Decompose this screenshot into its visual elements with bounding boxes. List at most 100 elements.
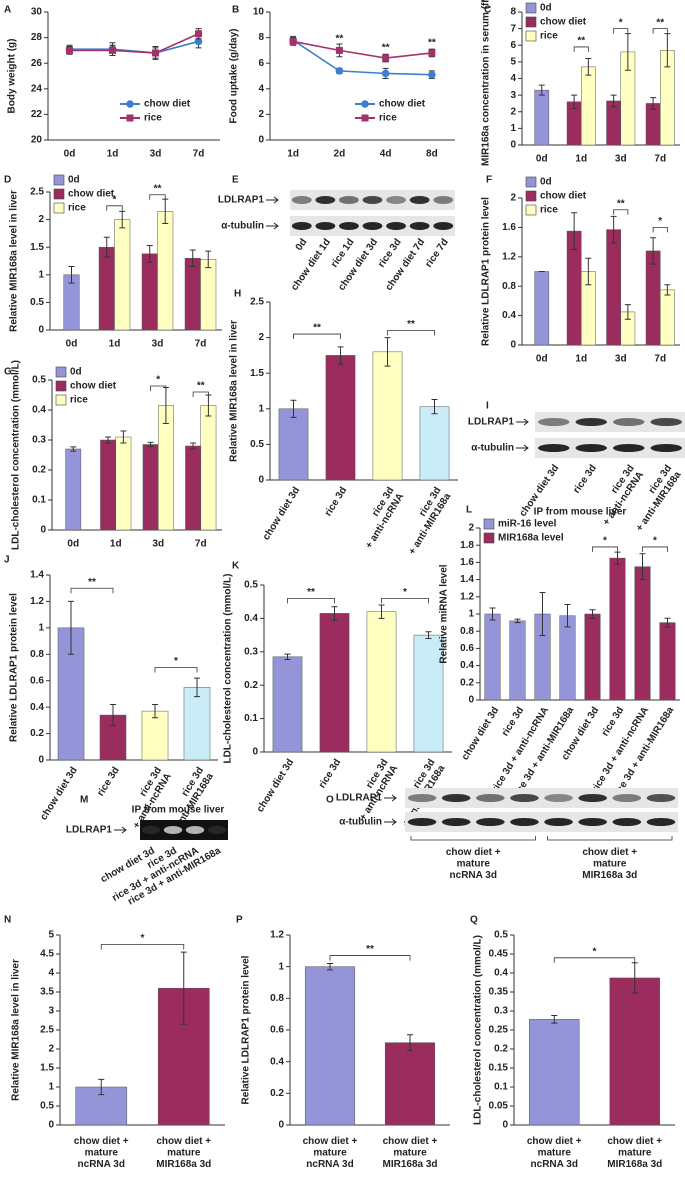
legend-label: chow diet	[540, 17, 587, 28]
significance-bracket	[293, 333, 341, 340]
blot-band	[386, 196, 406, 204]
bar	[114, 219, 131, 331]
y-tick-label: 0.5	[32, 375, 46, 386]
series-line	[292, 39, 432, 76]
x-tick-label: 3d	[615, 154, 627, 165]
y-tick-label: 1	[278, 961, 284, 972]
error-bar	[205, 250, 212, 269]
blot-band	[575, 444, 607, 452]
y-tick-label: 0	[252, 747, 258, 758]
group-label: chow diet + mature MIR168a 3d	[582, 847, 637, 881]
bar	[319, 613, 350, 753]
y-tick-label: 0.4	[30, 702, 44, 713]
y-tick-label: 1	[48, 1082, 54, 1093]
panel-label: G	[4, 367, 12, 378]
panel-label: I	[486, 401, 489, 412]
legend-label: miR-16 level	[498, 519, 557, 530]
significance: *	[156, 375, 160, 386]
error-bar	[68, 266, 75, 284]
x-tick-label: 7d	[193, 149, 205, 160]
y-tick-label: 4.5	[40, 949, 54, 960]
y-tick-label: 5	[510, 57, 516, 68]
y-tick-label: 0	[502, 1120, 508, 1131]
lane-label: 0d	[294, 237, 310, 253]
x-tick-label: chow diet 3d	[255, 757, 296, 814]
y-tick-label: 0.4	[32, 405, 46, 416]
legend-label: MIR168a level	[498, 533, 564, 544]
blot-band	[315, 222, 336, 230]
x-tick-label: 2d	[334, 149, 346, 160]
significance: **	[577, 36, 585, 47]
panel-label: L	[466, 505, 472, 516]
bar	[141, 710, 169, 761]
blot-band	[407, 818, 437, 826]
x-tick-label: chow diet + mature MIR168a 3d	[382, 1136, 437, 1170]
y-tick-label: 0.2	[494, 1044, 508, 1055]
significance-bracket	[70, 587, 114, 594]
error-bar	[70, 446, 77, 452]
blot-band	[207, 826, 227, 834]
error-bar	[571, 94, 578, 109]
x-tick-label: 1d	[575, 154, 587, 165]
bar	[183, 687, 211, 761]
blot-strip	[535, 412, 685, 432]
series-line	[292, 40, 432, 59]
blot-strip	[405, 812, 678, 832]
x-tick-label: 3d	[152, 539, 164, 550]
bar	[581, 66, 596, 146]
legend-swatch	[55, 394, 67, 406]
blot-row-label: LDLRAP1	[66, 825, 113, 836]
point	[428, 70, 436, 79]
x-tick-label: rice 3d	[323, 485, 349, 518]
y-tick-label: 0.4	[270, 1056, 284, 1067]
legend-marker	[126, 114, 134, 122]
y-tick-label: 0.45	[489, 949, 509, 960]
y-tick-label: 0.2	[270, 1088, 284, 1099]
y-axis-title: Food uptake (g/day)	[229, 29, 240, 124]
error-bar	[650, 237, 657, 265]
legend-swatch	[525, 176, 537, 188]
blot-band	[362, 222, 383, 230]
legend-swatch	[53, 202, 65, 214]
bar	[100, 439, 116, 531]
y-tick-label: 10	[253, 7, 265, 18]
y-tick-label: 4	[258, 83, 264, 94]
point	[335, 67, 344, 75]
legend-label: 0d	[70, 367, 82, 378]
y-tick-label: 1.6	[502, 222, 516, 233]
blot-band	[646, 794, 676, 802]
y-tick-label: 24	[31, 83, 43, 94]
x-tick-label: 1d	[109, 339, 121, 350]
y-tick-label: 2	[510, 193, 516, 204]
y-tick-label: 4	[48, 968, 54, 979]
error-bar	[331, 606, 338, 621]
y-tick-label: 1.4	[460, 574, 474, 585]
y-tick-label: 26	[31, 58, 43, 69]
error-bar	[147, 441, 154, 448]
bar	[534, 89, 550, 146]
panel-label: D	[4, 175, 11, 186]
legend-label: chow diet	[70, 381, 117, 392]
bar	[606, 229, 622, 346]
y-tick-label: 0.2	[460, 677, 474, 688]
significance-bracket	[573, 46, 589, 52]
error-bar	[425, 631, 432, 639]
x-tick-label: 0d	[66, 339, 78, 350]
panel-label: J	[4, 555, 10, 566]
group-label: chow diet + mature ncRNA 3d	[446, 847, 501, 881]
panel-label: M	[80, 795, 88, 806]
blot-band	[409, 222, 430, 230]
x-tick-label: 1d	[107, 149, 119, 160]
x-tick-label: chow diet + mature ncRNA 3d	[303, 1136, 358, 1170]
blot-arrow	[114, 826, 127, 834]
y-axis-title: Relative MIR168a level in liver	[9, 190, 20, 332]
error-bar	[614, 551, 621, 565]
y-tick-label: 1.2	[460, 591, 474, 602]
y-tick-label: 6	[258, 58, 264, 69]
blot-band	[510, 818, 539, 826]
y-axis-title: Relative LDLRAP1 protein level	[9, 593, 20, 742]
y-tick-label: 8	[258, 32, 264, 43]
blot-row-label: α-tubulin	[221, 221, 264, 232]
x-tick-label: rice 3d	[500, 705, 526, 738]
bar	[157, 211, 174, 331]
